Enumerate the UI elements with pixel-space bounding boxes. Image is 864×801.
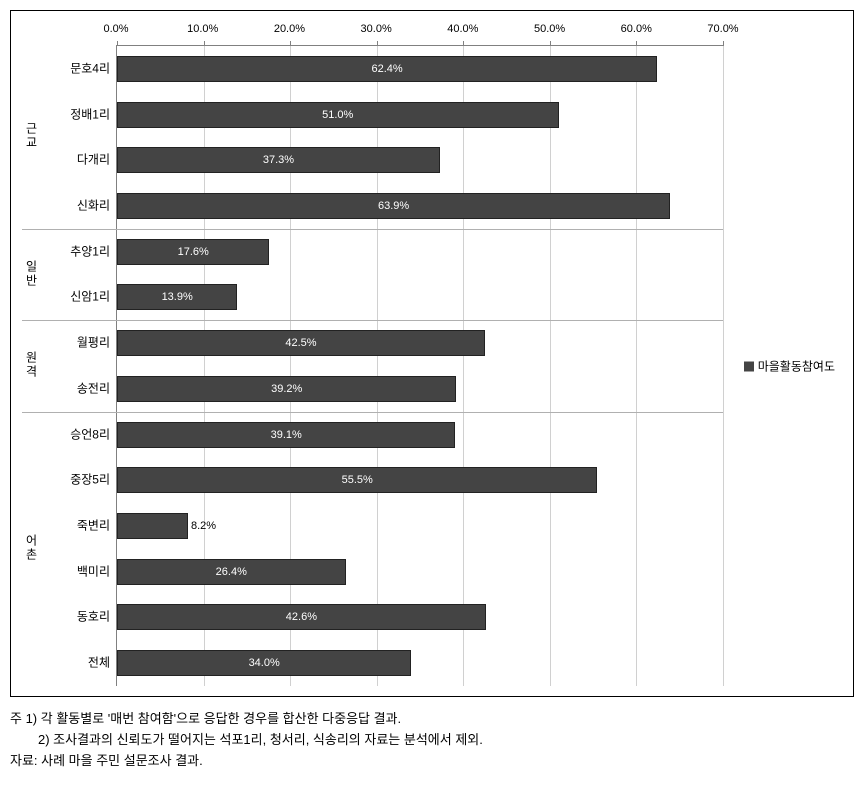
x-tick-label: 10.0% xyxy=(187,23,218,35)
gridline xyxy=(204,46,205,686)
bar-value-label: 26.4% xyxy=(216,566,247,578)
plot-wrap: 0.0%10.0%20.0%30.0%40.0%50.0%60.0%70.0% … xyxy=(116,21,723,686)
bar: 26.4% xyxy=(117,559,346,585)
category-label: 중장5리 xyxy=(70,471,110,488)
bar-value-label: 39.1% xyxy=(271,429,302,441)
x-tick-label: 0.0% xyxy=(103,23,128,35)
legend-swatch xyxy=(744,361,754,371)
bar-value-label: 39.2% xyxy=(271,383,302,395)
bar-value-label: 42.6% xyxy=(286,611,317,623)
gridline xyxy=(723,46,724,686)
category-label: 다개리 xyxy=(77,151,110,168)
x-axis: 0.0%10.0%20.0%30.0%40.0%50.0%60.0%70.0% xyxy=(116,21,723,45)
footnote-source: 자료: 사례 마을 주민 설문조사 결과. xyxy=(10,751,854,772)
bar-value-label: 55.5% xyxy=(342,474,373,486)
footnote-1: 주 1) 각 활동별로 '매번 참여함'으로 응답한 경우를 합산한 다중응답 … xyxy=(10,709,854,730)
bar: 17.6% xyxy=(117,239,269,265)
category-label: 문호4리 xyxy=(70,59,110,76)
bar-value-label: 34.0% xyxy=(249,657,280,669)
category-label: 송전리 xyxy=(77,379,110,396)
x-tick-label: 60.0% xyxy=(621,23,652,35)
footnotes: 주 1) 각 활동별로 '매번 참여함'으로 응답한 경우를 합산한 다중응답 … xyxy=(10,709,854,771)
y-group-axis: 근교일반원격어촌 xyxy=(21,21,51,685)
group-divider xyxy=(22,412,723,413)
gridline xyxy=(290,46,291,686)
group-label: 어촌 xyxy=(23,534,40,562)
footnote-2: 2) 조사결과의 신뢰도가 떨어지는 석포1리, 청서리, 식송리의 자료는 분… xyxy=(10,730,854,751)
category-label: 백미리 xyxy=(77,562,110,579)
bar-value-label: 62.4% xyxy=(372,63,403,75)
chart-container: 근교일반원격어촌 문호4리정배1리다개리신화리추양1리신암1리월평리송전리승언8… xyxy=(10,10,854,697)
legend: 마을활동참여도 xyxy=(744,358,835,375)
category-label: 월평리 xyxy=(77,334,110,351)
group-label: 원격 xyxy=(23,351,40,379)
category-label: 동호리 xyxy=(77,608,110,625)
x-tick-label: 40.0% xyxy=(447,23,478,35)
category-label: 신화리 xyxy=(77,197,110,214)
bar-value-label: 42.5% xyxy=(285,337,316,349)
gridline xyxy=(463,46,464,686)
gridline xyxy=(550,46,551,686)
bar-value-label: 13.9% xyxy=(162,291,193,303)
bar: 42.6% xyxy=(117,604,486,630)
bar: 37.3% xyxy=(117,147,440,173)
y-category-axis: 문호4리정배1리다개리신화리추양1리신암1리월평리송전리승언8리중장5리죽변리백… xyxy=(51,21,116,685)
bar-value-label: 17.6% xyxy=(178,246,209,258)
bar-value-label: 63.9% xyxy=(378,200,409,212)
category-label: 승언8리 xyxy=(70,425,110,442)
bar-value-label: 37.3% xyxy=(263,154,294,166)
x-tick-label: 20.0% xyxy=(274,23,305,35)
group-divider xyxy=(22,320,723,321)
category-label: 정배1리 xyxy=(70,105,110,122)
legend-label: 마을활동참여도 xyxy=(758,358,835,375)
bar: 55.5% xyxy=(117,467,597,493)
bar: 34.0% xyxy=(117,650,411,676)
category-label: 전체 xyxy=(88,654,110,671)
bar: 8.2% xyxy=(117,513,188,539)
group-label: 근교 xyxy=(23,122,40,150)
bar: 42.5% xyxy=(117,330,485,356)
plot-area: 마을활동참여도 62.4%51.0%37.3%63.9%17.6%13.9%42… xyxy=(116,45,723,686)
x-tick-mark xyxy=(117,41,118,46)
bar: 51.0% xyxy=(117,102,559,128)
bar: 62.4% xyxy=(117,56,657,82)
x-tick-label: 30.0% xyxy=(361,23,392,35)
category-label: 추양1리 xyxy=(70,242,110,259)
x-tick-label: 70.0% xyxy=(707,23,738,35)
group-divider xyxy=(22,229,723,230)
group-label: 일반 xyxy=(23,260,40,288)
bar: 13.9% xyxy=(117,284,237,310)
bar-value-label: 51.0% xyxy=(322,109,353,121)
chart-inner: 근교일반원격어촌 문호4리정배1리다개리신화리추양1리신암1리월평리송전리승언8… xyxy=(21,21,843,686)
bar: 63.9% xyxy=(117,193,670,219)
bar: 39.1% xyxy=(117,422,455,448)
gridline xyxy=(377,46,378,686)
category-label: 죽변리 xyxy=(77,517,110,534)
right-padding xyxy=(723,21,843,686)
bar: 39.2% xyxy=(117,376,456,402)
category-label: 신암1리 xyxy=(70,288,110,305)
x-tick-label: 50.0% xyxy=(534,23,565,35)
gridline xyxy=(636,46,637,686)
bar-value-label: 8.2% xyxy=(191,520,216,532)
